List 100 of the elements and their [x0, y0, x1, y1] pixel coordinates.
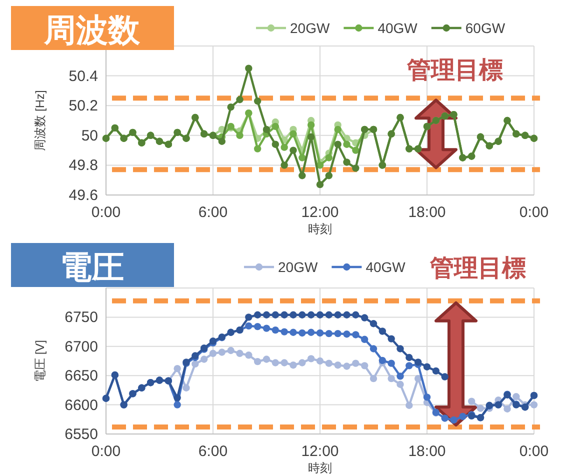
point — [396, 345, 404, 352]
point — [476, 404, 484, 412]
point — [307, 133, 315, 140]
y-tick-label: 6750 — [64, 309, 98, 326]
point — [254, 358, 262, 366]
point — [343, 311, 350, 318]
point — [254, 322, 262, 330]
point — [334, 361, 342, 369]
point — [334, 330, 342, 338]
point — [370, 320, 378, 328]
point — [325, 330, 333, 338]
point — [352, 331, 360, 338]
point — [298, 172, 306, 180]
y-axis-title: 電圧 [V] — [33, 340, 47, 382]
y-tick-label: 49.6 — [68, 187, 98, 204]
point — [360, 314, 368, 322]
point — [290, 311, 297, 318]
x-tick-label: 18:00 — [408, 443, 446, 460]
point — [245, 314, 252, 321]
point — [334, 311, 342, 318]
point — [182, 384, 190, 392]
point — [298, 154, 306, 162]
point — [272, 326, 280, 334]
chart-title: 電圧 — [60, 249, 124, 285]
point — [334, 140, 342, 148]
point — [459, 412, 466, 420]
y-tick-label: 6700 — [64, 338, 98, 356]
point — [378, 328, 386, 335]
point — [325, 154, 333, 162]
point — [325, 172, 333, 180]
point — [406, 354, 413, 362]
point — [236, 96, 244, 104]
legend-label: 20GW — [278, 259, 318, 275]
point — [254, 98, 262, 105]
point — [272, 311, 280, 318]
point — [209, 350, 217, 358]
point — [262, 356, 270, 363]
point — [388, 335, 395, 342]
point — [307, 121, 315, 129]
point — [227, 346, 234, 354]
point — [396, 380, 404, 388]
point — [245, 64, 252, 72]
x-tick-label: 12:00 — [301, 443, 339, 460]
point — [343, 362, 350, 370]
point — [530, 401, 538, 408]
point — [352, 360, 360, 367]
point — [290, 130, 297, 138]
point — [352, 311, 360, 318]
y-tick-label: 6600 — [64, 396, 98, 414]
point — [174, 401, 181, 408]
point — [218, 138, 226, 145]
point — [406, 362, 413, 370]
point — [360, 362, 368, 370]
annotation: 管理目標 — [406, 57, 503, 84]
y-tick-label: 50.2 — [68, 98, 98, 115]
x-tick-label: 0:00 — [91, 443, 121, 460]
y-tick-label: 50 — [81, 127, 98, 144]
point — [352, 146, 360, 154]
point — [423, 363, 431, 370]
point — [307, 355, 315, 362]
point — [290, 328, 297, 336]
x-tick-label: 0:00 — [519, 443, 549, 460]
point — [334, 126, 342, 134]
point — [388, 374, 395, 382]
point — [236, 350, 244, 358]
point — [298, 329, 306, 337]
point — [370, 345, 378, 352]
x-tick-label: 6:00 — [198, 204, 228, 221]
x-tick-label: 0:00 — [519, 204, 549, 221]
text: 管理目標 — [429, 255, 526, 282]
point — [174, 364, 181, 372]
legend-label: 20GW — [290, 20, 330, 36]
point — [280, 359, 288, 366]
point — [343, 158, 350, 166]
x-tick-label: 6:00 — [198, 443, 228, 460]
point — [316, 180, 324, 188]
point — [272, 140, 280, 148]
point — [414, 358, 422, 366]
point — [450, 416, 458, 424]
point — [262, 311, 270, 318]
point — [432, 367, 440, 375]
point — [396, 372, 404, 380]
point — [290, 146, 297, 154]
point — [307, 328, 315, 336]
point — [280, 311, 288, 318]
point — [192, 360, 199, 368]
point — [236, 132, 244, 139]
point — [343, 140, 350, 148]
point — [512, 393, 520, 400]
point — [280, 328, 288, 336]
point — [468, 398, 476, 405]
point — [325, 311, 333, 318]
point — [370, 374, 378, 382]
point — [245, 352, 252, 359]
point — [200, 356, 208, 363]
point — [298, 359, 306, 366]
legend-label: 40GW — [378, 20, 418, 36]
point — [254, 145, 262, 152]
legend-label: 40GW — [366, 259, 406, 275]
point — [325, 360, 333, 367]
